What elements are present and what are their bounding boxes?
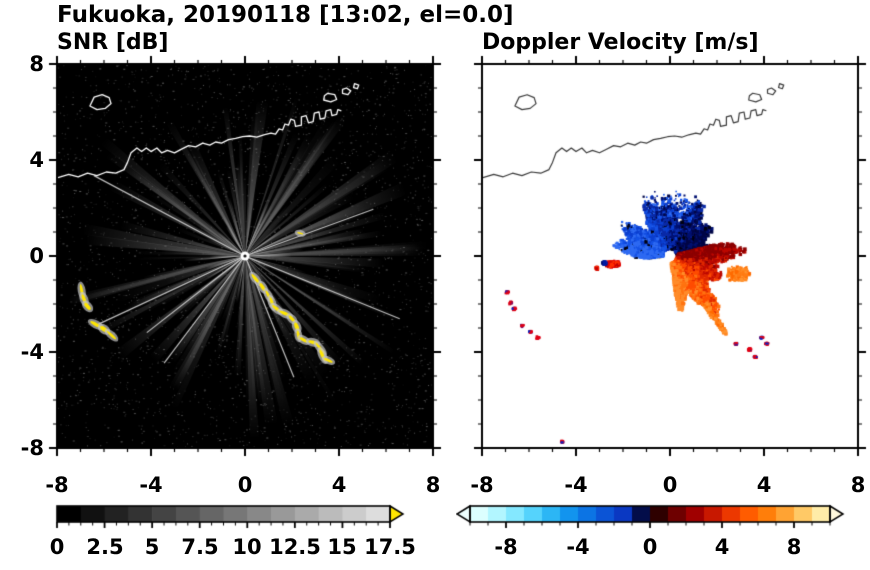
colorbar-tick-label: 0 bbox=[49, 535, 65, 559]
x-tick-label: 8 bbox=[850, 473, 866, 497]
x-tick-label: -8 bbox=[45, 473, 69, 497]
colorbar-tick-label: -4 bbox=[566, 535, 590, 559]
colorbar-tick-label: 5 bbox=[144, 535, 160, 559]
colorbar-tick-label: 7.5 bbox=[181, 535, 219, 559]
x-tick-label: -4 bbox=[139, 473, 163, 497]
y-tick-label: -8 bbox=[20, 436, 44, 460]
y-tick-label: 8 bbox=[29, 52, 44, 76]
x-tick-label: 4 bbox=[331, 473, 347, 497]
colorbar-tick-label: 4 bbox=[714, 535, 730, 559]
snr-panel-title: SNR [dB] bbox=[57, 30, 169, 55]
x-tick-label: 0 bbox=[237, 473, 253, 497]
y-tick-label: 4 bbox=[29, 148, 44, 172]
colorbar-tick-label: -8 bbox=[494, 535, 518, 559]
colorbar-tick-label: 17.5 bbox=[364, 535, 416, 559]
colorbar-tick-label: 8 bbox=[786, 535, 802, 559]
doppler-colorbar bbox=[456, 498, 854, 532]
colorbar-tick-label: 0 bbox=[642, 535, 658, 559]
colorbar-tick-label: 10 bbox=[232, 535, 262, 559]
figure-title: Fukuoka, 20190118 [13:02, el=0.0] bbox=[57, 2, 514, 28]
snr-plot-canvas bbox=[47, 54, 443, 458]
x-tick-label: 8 bbox=[425, 473, 441, 497]
x-tick-label: -8 bbox=[470, 473, 494, 497]
y-tick-label: -4 bbox=[20, 340, 44, 364]
colorbar-tick-label: 15 bbox=[327, 535, 357, 559]
snr-colorbar bbox=[50, 498, 412, 532]
x-tick-label: -4 bbox=[564, 473, 588, 497]
y-tick-label: 0 bbox=[29, 244, 44, 268]
colorbar-tick-label: 2.5 bbox=[86, 535, 124, 559]
doppler-plot-canvas bbox=[472, 54, 868, 458]
doppler-panel-title: Doppler Velocity [m/s] bbox=[482, 30, 759, 55]
x-tick-label: 4 bbox=[756, 473, 772, 497]
x-tick-label: 0 bbox=[662, 473, 678, 497]
colorbar-tick-label: 12.5 bbox=[269, 535, 321, 559]
